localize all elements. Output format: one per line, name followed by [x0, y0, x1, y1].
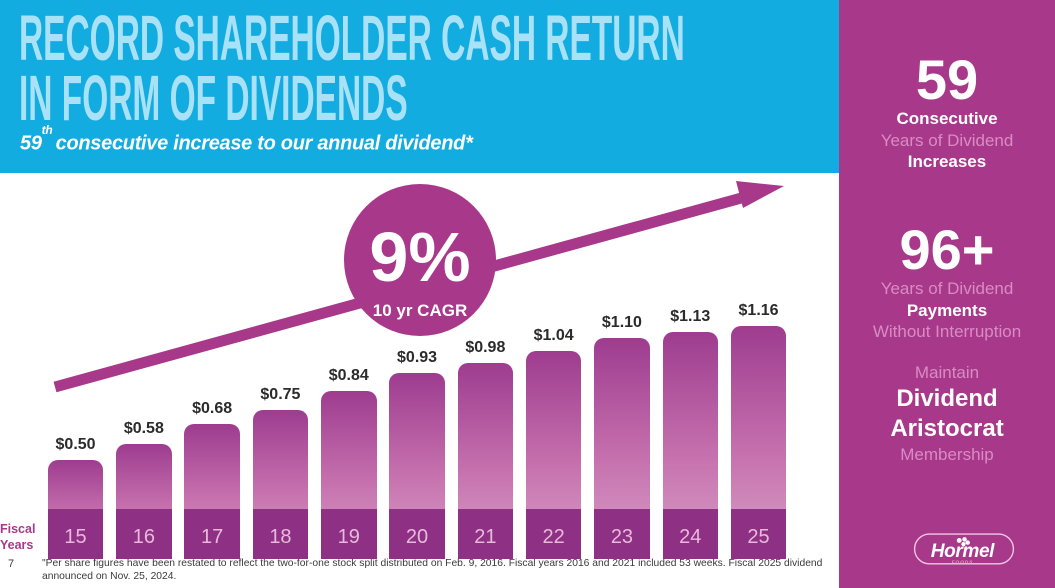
svg-text:FOODS: FOODS — [952, 560, 974, 566]
